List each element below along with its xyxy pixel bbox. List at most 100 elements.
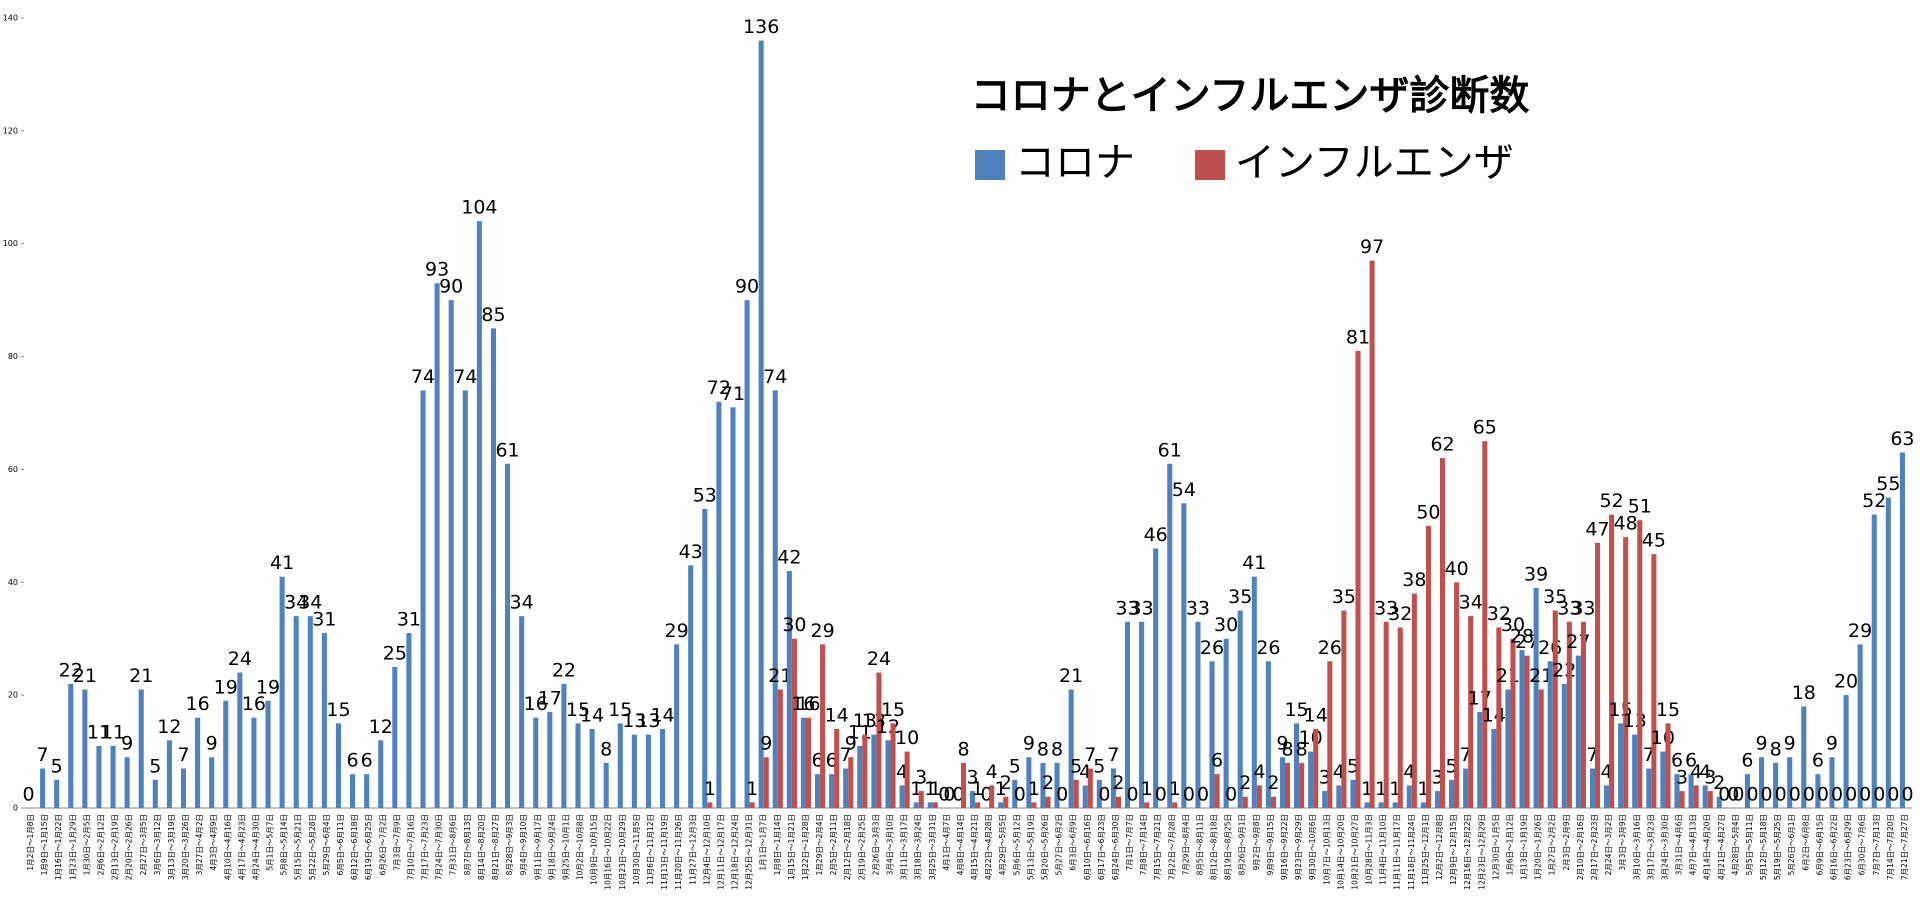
bar	[589, 729, 595, 808]
x-tick-label: 1月15日～1月21日	[787, 814, 796, 880]
value-label: 7	[177, 744, 189, 766]
bar	[1843, 695, 1849, 808]
bar	[1139, 621, 1145, 808]
x-tick-label: 7月1日～7月7日	[1125, 814, 1134, 871]
value-label: 26	[1538, 637, 1562, 659]
x-tick-label: 5月20日～5月26日	[1040, 814, 1049, 880]
x-tick-label: 2月27日～3月5日	[139, 814, 148, 875]
value-label: 41	[1242, 552, 1266, 574]
value-label: 0	[1859, 784, 1871, 806]
x-tick-label: 12月16日～12月22日	[1463, 814, 1472, 890]
bar	[420, 390, 426, 808]
bar	[1618, 723, 1624, 808]
bar	[645, 734, 651, 808]
value-label: 34	[284, 592, 308, 614]
x-tick-label: 5月5日～5月11日	[1745, 814, 1754, 875]
bar	[251, 717, 257, 808]
bar	[1012, 779, 1018, 808]
value-label: 0	[1056, 784, 1068, 806]
value-label: 8	[1051, 738, 1063, 760]
value-label: 19	[214, 676, 238, 698]
x-tick-label: 8月5日～8月11日	[1195, 814, 1204, 875]
y-tick-label: 120	[3, 126, 18, 135]
bar	[68, 683, 74, 808]
value-label: 10	[895, 727, 919, 749]
value-label: 35	[1228, 586, 1252, 608]
x-tick-label: 10月30日～11月5日	[632, 814, 641, 885]
bar	[1505, 689, 1511, 808]
bar	[1744, 774, 1750, 808]
bar	[1270, 796, 1276, 808]
value-label: 27	[1566, 631, 1590, 653]
x-tick-label: 6月17日～6月23日	[1097, 814, 1106, 880]
bar	[927, 802, 933, 808]
value-label: 30	[1501, 614, 1525, 636]
bar	[1223, 638, 1229, 808]
value-label: 104	[461, 197, 497, 219]
x-tick-label: 7月17日～7月23日	[421, 814, 430, 880]
bar	[918, 791, 924, 808]
value-label: 28	[1510, 626, 1534, 648]
bar	[392, 666, 398, 808]
bar	[829, 774, 835, 808]
bar	[1693, 785, 1699, 808]
x-tick-label: 6月9日～6月15日	[1815, 814, 1824, 875]
bar	[848, 757, 854, 808]
bar	[1026, 757, 1032, 808]
bar	[1609, 514, 1615, 808]
value-label: 0	[1803, 784, 1815, 806]
bar	[843, 768, 849, 808]
x-tick-label: 10月9日～10月15日	[590, 814, 599, 885]
value-label: 12	[157, 716, 181, 738]
bar	[124, 757, 130, 808]
value-label: 61	[1158, 439, 1182, 461]
x-tick-label: 7月22日～7月28日	[1167, 814, 1176, 880]
value-label: 51	[1628, 496, 1652, 518]
bar	[1251, 576, 1257, 808]
value-label: 30	[782, 614, 806, 636]
value-label: 1	[929, 778, 941, 800]
bar	[1378, 802, 1384, 808]
bar	[1561, 683, 1567, 808]
y-tick-label: 40	[8, 578, 18, 587]
bar	[998, 802, 1004, 808]
x-tick-label: 8月26日～9月1日	[1238, 814, 1247, 875]
bar	[1153, 548, 1159, 808]
x-tick-label: 5月13日～5月19日	[1026, 814, 1035, 880]
bar	[716, 401, 722, 808]
bar	[138, 689, 144, 808]
bar	[1392, 802, 1398, 808]
y-tick-label: 0	[13, 804, 18, 813]
bar	[730, 407, 736, 808]
value-label: 90	[439, 276, 463, 298]
x-tick-label: 5月1日～5月7日	[266, 814, 275, 871]
bar	[660, 729, 666, 808]
x-tick-label: 11月11日～11月17日	[1393, 814, 1402, 890]
value-label: 21	[129, 665, 153, 687]
x-tick-label: 11月13日～11月19日	[660, 814, 669, 890]
value-label: 9	[845, 733, 857, 755]
value-label: 16	[796, 693, 820, 715]
value-label: 16	[524, 693, 548, 715]
value-label: 22	[552, 659, 576, 681]
bar	[1716, 796, 1722, 808]
value-label: 27	[1515, 631, 1539, 653]
value-label: 13	[622, 710, 646, 732]
bar	[1411, 593, 1417, 808]
x-tick-label: 6月10日～6月16日	[1083, 814, 1092, 880]
value-label: 0	[1183, 784, 1195, 806]
x-tick-label: 8月21日～8月27日	[491, 814, 500, 880]
value-label: 0	[1127, 784, 1139, 806]
value-label: 1	[704, 778, 716, 800]
x-tick-label: 3月4日～3月10日	[886, 814, 895, 875]
x-tick-label: 12月25日～12月31日	[745, 814, 754, 890]
value-label: 4	[1253, 761, 1265, 783]
value-label: 47	[1585, 518, 1609, 540]
bar	[876, 672, 882, 808]
bar	[904, 751, 910, 808]
bar	[1660, 751, 1666, 808]
value-label: 25	[383, 642, 407, 664]
x-tick-label: 5月26日～6月1日	[1787, 814, 1796, 875]
value-label: 26	[1318, 637, 1342, 659]
bar	[1688, 774, 1694, 808]
